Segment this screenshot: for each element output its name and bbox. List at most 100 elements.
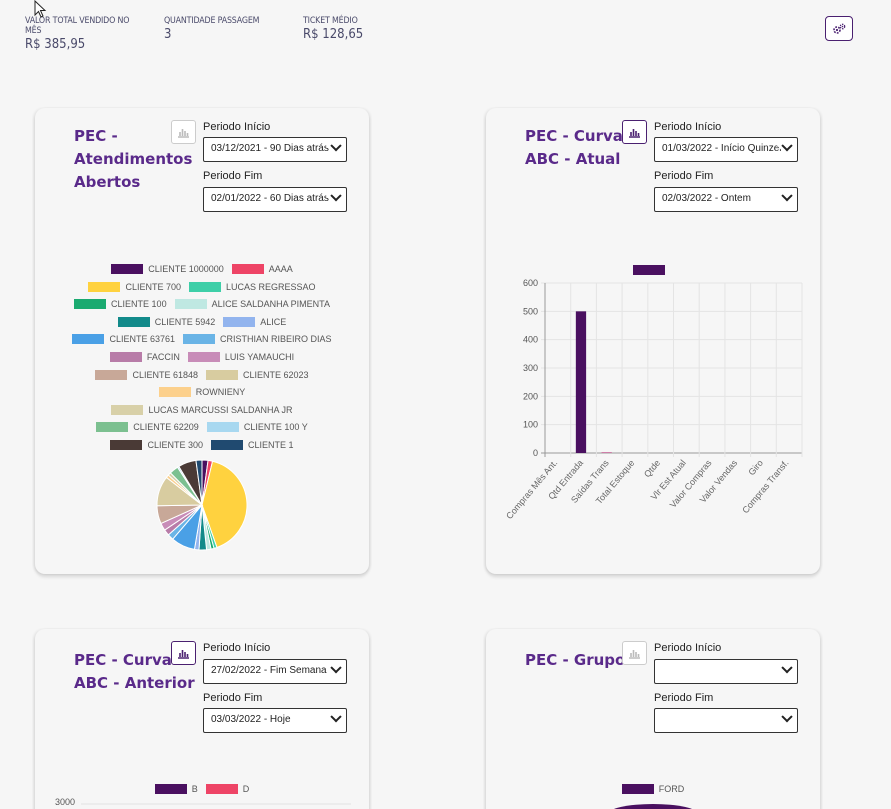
legend-label: CLIENTE 62023: [243, 369, 309, 380]
pie-slice[interactable]: [167, 504, 203, 540]
legend-item[interactable]: B: [154, 784, 198, 794]
bar-chart-gridlines: [81, 803, 351, 805]
legend-item[interactable]: CLIENTE 700: [88, 281, 181, 292]
kpi-value: 3: [164, 27, 172, 42]
legend-item[interactable]: CLIENTE 100 Y: [206, 422, 308, 433]
legend-swatch[interactable]: [633, 265, 665, 275]
legend-swatch: [183, 334, 216, 345]
bar[interactable]: [575, 311, 587, 453]
periodo-inicio-select[interactable]: 27/02/2022 - Fim Semana: [203, 659, 347, 684]
legend-row: ROWNIENY: [35, 387, 369, 398]
pie-slice[interactable]: [201, 504, 215, 550]
chart-type-button[interactable]: [171, 641, 196, 665]
periodo-fim-select[interactable]: [654, 708, 798, 733]
legend-item[interactable]: CLIENTE 63761: [72, 334, 176, 345]
kpi-value: R$ 385,95: [25, 37, 86, 52]
legend-label: ROWNIENY: [195, 387, 246, 398]
pie-slice[interactable]: [156, 476, 204, 507]
card-curva-abc-anterior: PEC - Curva ABC - Anterior Periodo Iníci…: [35, 629, 369, 809]
legend-item[interactable]: ALICE: [223, 316, 286, 327]
pie-slice[interactable]: [195, 459, 203, 506]
legend-item[interactable]: CRISTHIAN RIBEIRO DIAS: [183, 334, 332, 345]
chart-type-button[interactable]: [622, 641, 647, 665]
periodo-fim-select[interactable]: 02/01/2022 - 60 Dias atrás: [203, 187, 347, 212]
pie-slice[interactable]: [160, 504, 203, 531]
legend-item[interactable]: D: [205, 784, 249, 794]
legend-item[interactable]: FORD: [621, 784, 685, 794]
card-title-line: Abertos: [74, 173, 141, 191]
legend-item[interactable]: CLIENTE 1000000: [111, 264, 224, 274]
legend-item[interactable]: ROWNIENY: [158, 387, 246, 398]
legend-item[interactable]: CLIENTE 62023: [206, 369, 309, 380]
legend-item[interactable]: CLIENTE 100: [74, 299, 167, 310]
periodo-inicio-select[interactable]: 03/12/2021 - 90 Dias atrás: [203, 137, 347, 162]
legend-item[interactable]: ALICE SALDANHA PIMENTA: [174, 299, 330, 310]
chevron-down-icon: [330, 190, 342, 202]
legend-label: CRISTHIAN RIBEIRO DIAS: [220, 334, 332, 345]
chart-legend: B D: [35, 784, 369, 794]
pie-slice[interactable]: [178, 459, 203, 506]
periodo-inicio-select[interactable]: 01/03/2022 - Início Quinzena: [654, 137, 798, 162]
legend-item[interactable]: LUCAS MARCUSSI SALDANHA JR: [111, 404, 293, 415]
periodo-fim-select[interactable]: 03/03/2022 - Hoje: [203, 708, 347, 733]
legend-item[interactable]: CLIENTE 62209: [96, 422, 199, 433]
bar-chart-icon: [178, 128, 189, 138]
pie-slice[interactable]: [201, 459, 209, 506]
y-tick-label: 100: [523, 420, 538, 430]
bar[interactable]: [601, 452, 612, 453]
pie-slice[interactable]: [201, 504, 212, 551]
kpi-ticket-medio: TICKET MÉDIO R$ 128,65: [303, 16, 370, 42]
legend-item[interactable]: CLIENTE 61848: [95, 369, 198, 380]
pie-slice[interactable]: [171, 503, 203, 550]
legend-label: FORD: [658, 784, 685, 794]
card-grupos: PEC - Grupos Periodo Início Periodo Fim …: [486, 629, 820, 809]
legend-swatch: [110, 440, 143, 450]
periodo-inicio-select[interactable]: [654, 659, 798, 684]
legend-item[interactable]: FACCIN: [109, 352, 180, 362]
card-title: PEC - Curva ABC - Atual: [525, 125, 623, 171]
x-tick-label: Giro: [746, 458, 765, 477]
legend-swatch: [211, 440, 243, 450]
pie-slice[interactable]: [198, 504, 208, 551]
legend-label: CLIENTE 61848: [132, 369, 198, 380]
select-value: 01/03/2022 - Início Quinzena: [662, 143, 791, 154]
periodo-inicio-label: Periodo Início: [654, 121, 722, 133]
legend-item[interactable]: CLIENTE 300: [110, 440, 203, 450]
config-button[interactable]: [825, 16, 853, 41]
legend-label: CLIENTE 1: [248, 440, 294, 450]
legend-item[interactable]: LUIS YAMAUCHI: [187, 352, 294, 362]
legend-item[interactable]: AAAA: [231, 264, 293, 274]
legend-swatch: [206, 422, 239, 433]
legend-swatch: [88, 281, 121, 292]
legend-label: CLIENTE 63761: [109, 334, 176, 345]
chart-type-button[interactable]: [622, 120, 647, 144]
card-title-line: PEC - Curva: [525, 127, 623, 145]
select-value: 27/02/2022 - Fim Semana: [211, 665, 327, 676]
legend-label: CLIENTE 100 Y: [243, 422, 308, 433]
chart-type-button[interactable]: [171, 120, 196, 144]
kpi-valor-total: VALOR TOTAL VENDIDO NO MÊS R$ 385,95: [25, 16, 145, 52]
kpi-label: VALOR TOTAL VENDIDO NO MÊS: [25, 16, 130, 36]
card-title: PEC - Atendimentos Abertos: [74, 125, 192, 194]
legend-swatch: [189, 281, 221, 292]
periodo-fim-label: Periodo Fim: [654, 170, 714, 182]
pie-slice[interactable]: [163, 504, 203, 536]
legend-item[interactable]: CLIENTE 5942: [117, 316, 215, 327]
pie-slice[interactable]: [156, 504, 203, 525]
legend-item[interactable]: CLIENTE 1: [211, 440, 294, 450]
legend-item[interactable]: LUCAS REGRESSAO: [189, 281, 316, 292]
legend-swatch: [231, 264, 264, 274]
legend-row: CLIENTE 300 CLIENTE 1: [35, 440, 369, 450]
pie-slice[interactable]: [176, 465, 203, 506]
pie-slice[interactable]: [193, 504, 203, 551]
pie-slice[interactable]: [165, 474, 203, 506]
legend-label: CLIENTE 62209: [133, 422, 199, 433]
pie-slice[interactable]: [169, 466, 203, 506]
bar-chart-icon: [178, 649, 189, 659]
pie-slice[interactable]: [201, 504, 218, 549]
pie-slice[interactable]: [201, 459, 214, 506]
periodo-fim-select[interactable]: 02/03/2022 - Ontem: [654, 187, 798, 212]
kpi-label: TICKET MÉDIO: [303, 16, 358, 26]
pie-slice[interactable]: [167, 472, 203, 506]
pie-slice[interactable]: [201, 460, 248, 549]
